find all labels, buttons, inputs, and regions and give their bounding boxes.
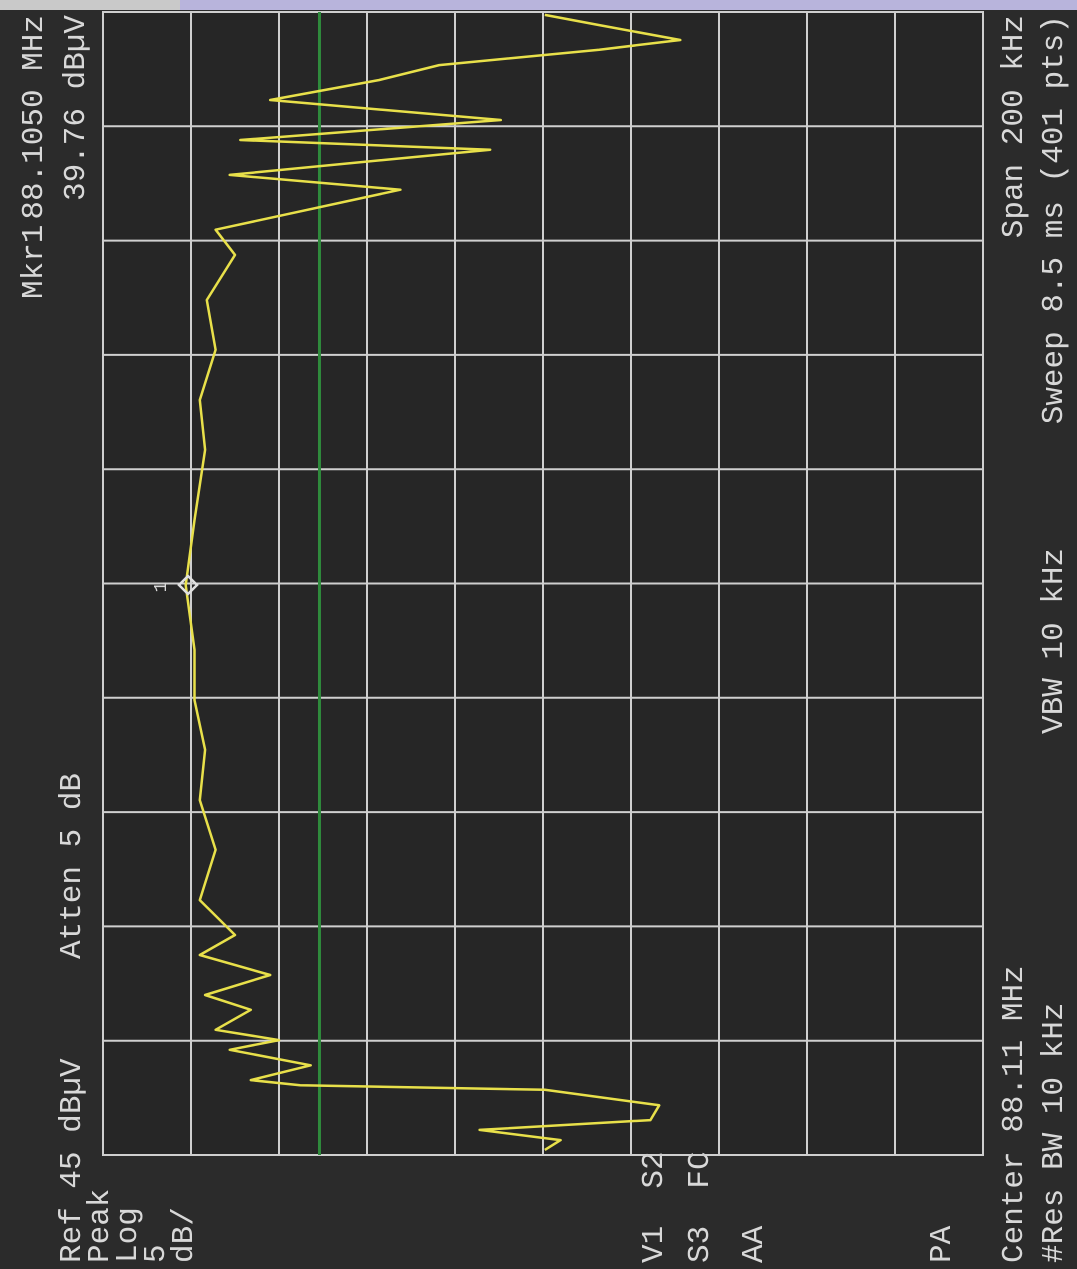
attenuation: Atten 5 dB <box>55 773 90 959</box>
marker: 1 <box>152 574 199 596</box>
side-label: V1 S2 <box>637 1151 672 1263</box>
analyzer-display: Ref 45 dBµV Atten 5 dB Mkr1 88.1050 MHz … <box>17 11 1072 1263</box>
ref-level: Ref 45 dBµV <box>55 1058 90 1263</box>
marker-number: 1 <box>152 582 172 593</box>
side-label: dB/ <box>167 1207 202 1263</box>
side-label: 5 <box>139 1244 174 1263</box>
side-label: Log <box>111 1207 146 1263</box>
sweep: Sweep 8.5 ms (401 pts) <box>1037 15 1072 424</box>
marker-level: 39.76 dBµV <box>59 15 94 201</box>
marker-frequency: 88.1050 MHz <box>17 15 52 220</box>
span: Span 200 kHz <box>997 15 1032 238</box>
marker-label: Mkr1 <box>17 225 52 299</box>
marker-diamond <box>177 574 199 596</box>
side-label: S3 FC <box>683 1151 718 1263</box>
center-frequency: Center 88.11 MHz <box>997 965 1032 1263</box>
trace <box>184 13 682 1151</box>
side-label: AA <box>737 1225 772 1263</box>
top-strip <box>0 0 180 10</box>
side-label: Peak <box>83 1189 118 1263</box>
resolution-bandwidth: #Res BW 10 kHz <box>1037 1003 1072 1263</box>
video-bandwidth: VBW 10 kHz <box>1037 548 1072 734</box>
top-strip <box>180 0 1077 10</box>
side-label: PA <box>925 1225 960 1263</box>
